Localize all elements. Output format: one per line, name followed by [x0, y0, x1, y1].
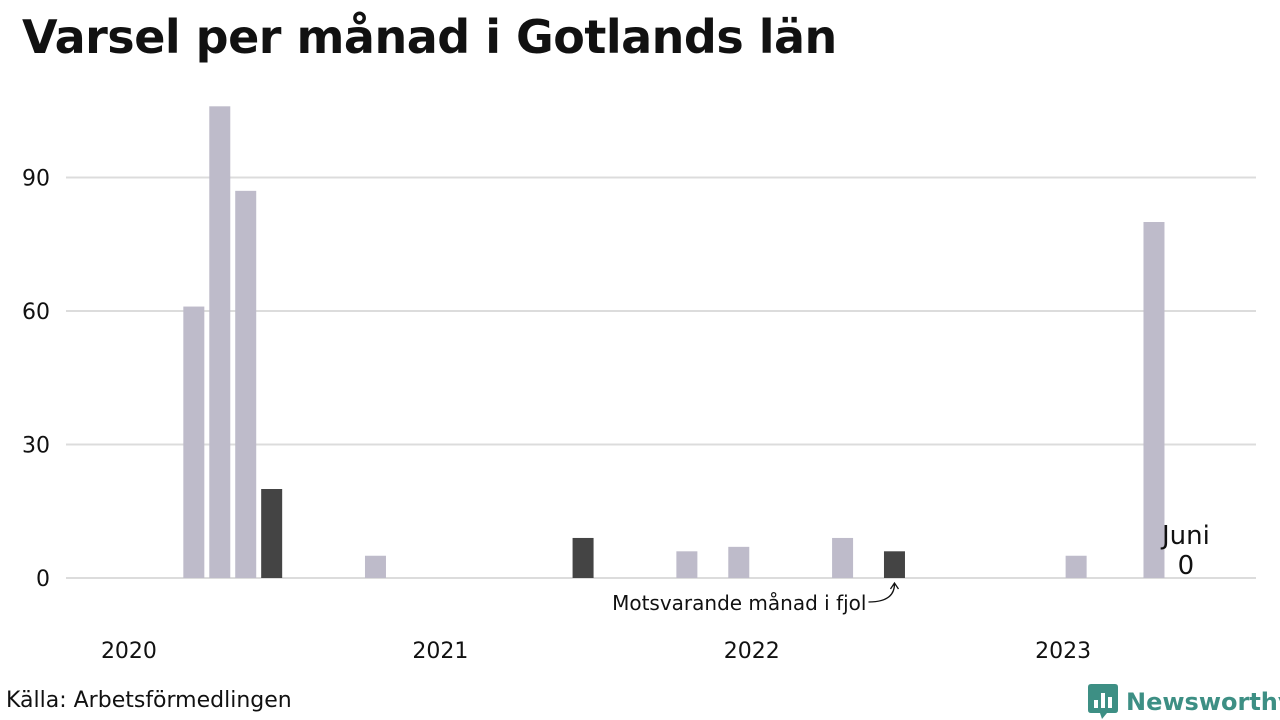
bar-same-month-last-year	[572, 537, 594, 578]
latest-month-callout: Juni 0	[1160, 521, 1210, 581]
bar	[364, 555, 386, 578]
bar-chart: 0 30 60 90 2020 2021 2022 2023 Motsvarande mån…	[22, 106, 1256, 664]
newsworthy-logo: Newsworthy	[1088, 684, 1280, 720]
bar	[183, 306, 205, 578]
brand-name: Newsworthy	[1126, 688, 1280, 716]
annotation: Motsvarande månad i fjol	[612, 581, 900, 615]
y-tick-label: 30	[22, 434, 50, 459]
bar	[832, 537, 854, 578]
bar-same-month-last-year	[261, 489, 283, 578]
source-note: Källa: Arbetsförmedlingen	[6, 688, 292, 713]
bar	[209, 106, 231, 579]
y-axis-ticks: 0 30 60 90	[22, 167, 50, 593]
bar	[1065, 555, 1087, 578]
x-tick-label: 2021	[412, 639, 468, 664]
bar	[728, 546, 750, 578]
x-axis-ticks: 2020 2021 2022 2023	[101, 639, 1091, 664]
callout-label: Juni	[1160, 521, 1210, 551]
x-tick-label: 2022	[724, 639, 780, 664]
y-tick-label: 90	[22, 167, 50, 192]
bar	[676, 551, 698, 578]
bars	[183, 106, 1165, 579]
annotation-text: Motsvarande månad i fjol	[612, 591, 866, 615]
annotation-arrow	[868, 581, 900, 603]
x-tick-label: 2023	[1035, 639, 1091, 664]
bar-same-month-last-year	[883, 551, 905, 578]
newsworthy-logo-icon	[1088, 684, 1118, 719]
y-tick-label: 0	[36, 567, 50, 592]
chart-title: Varsel per månad i Gotlands län	[22, 10, 837, 64]
bar	[235, 190, 257, 578]
bar	[1143, 222, 1165, 578]
x-tick-label: 2020	[101, 639, 157, 664]
y-tick-label: 60	[22, 300, 50, 325]
callout-value: 0	[1178, 551, 1195, 581]
